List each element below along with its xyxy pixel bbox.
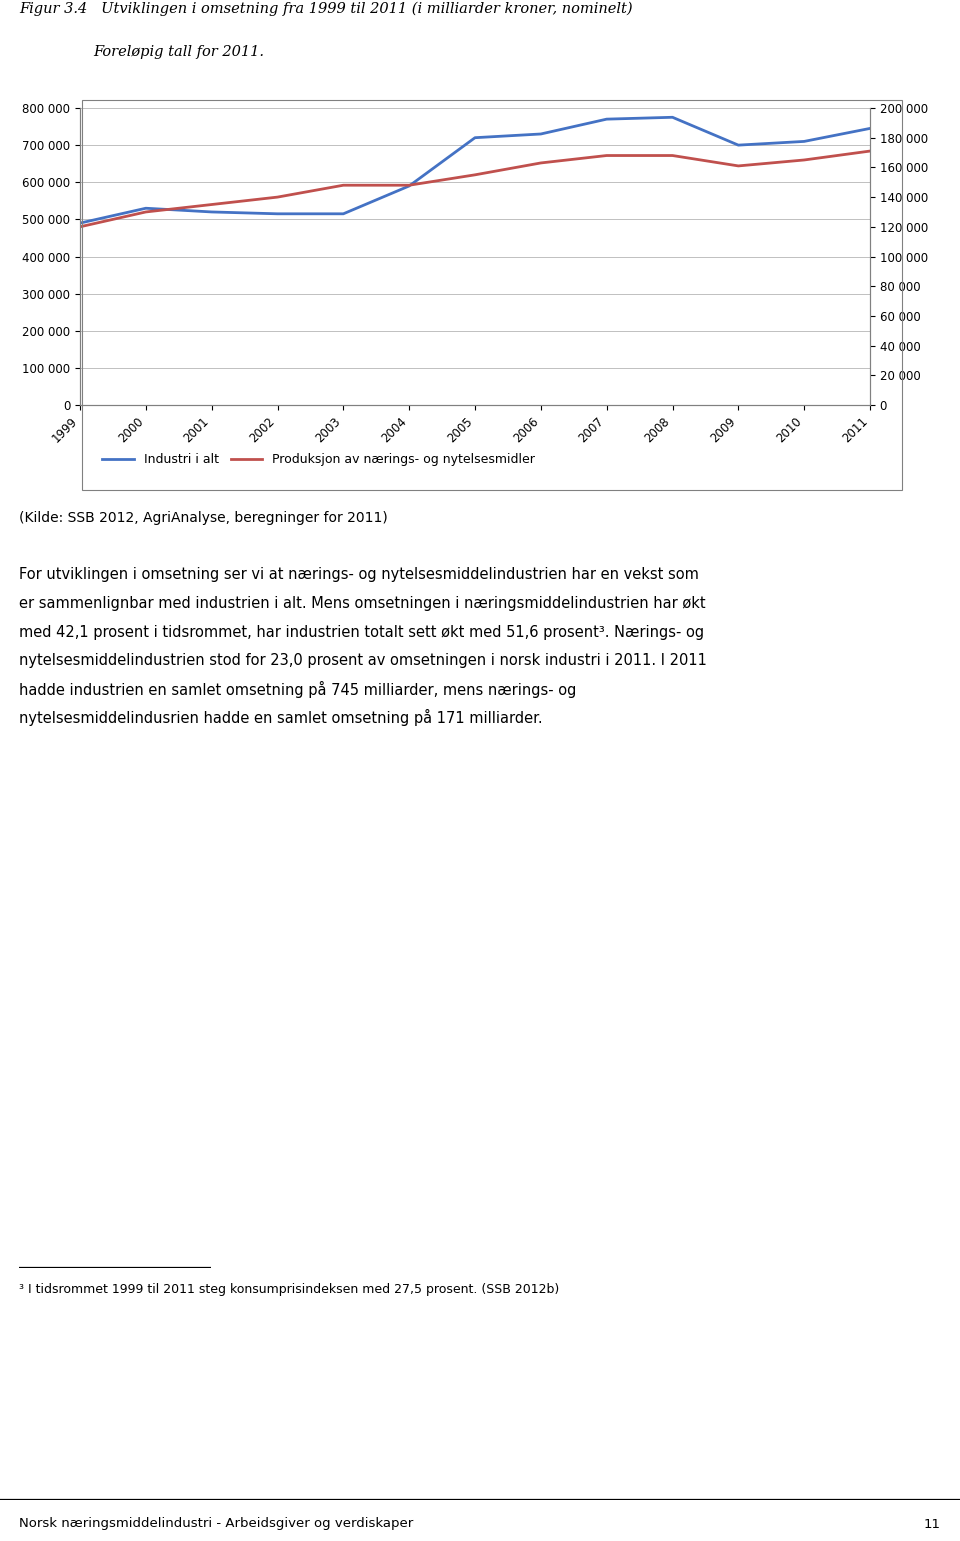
Text: Figur 3.4   Utviklingen i omsetning fra 1999 til 2011 (i milliarder kroner, nomi: Figur 3.4 Utviklingen i omsetning fra 19…	[19, 2, 633, 17]
Text: For utviklingen i omsetning ser vi at nærings- og nytelsesmiddelindustrien har e: For utviklingen i omsetning ser vi at næ…	[19, 567, 699, 582]
Text: med 42,1 prosent i tidsrommet, har industrien totalt sett økt med 51,6 prosent³.: med 42,1 prosent i tidsrommet, har indus…	[19, 624, 705, 640]
Text: ³ I tidsrommet 1999 til 2011 steg konsumprisindeksen med 27,5 prosent. (SSB 2012: ³ I tidsrommet 1999 til 2011 steg konsum…	[19, 1282, 560, 1296]
Text: nytelsesmiddelindusrien hadde en samlet omsetning på 171 milliarder.: nytelsesmiddelindusrien hadde en samlet …	[19, 709, 542, 726]
Legend: Industri i alt, Produksjon av nærings- og nytelsesmidler: Industri i alt, Produksjon av nærings- o…	[98, 448, 540, 472]
Text: Norsk næringsmiddelindustri - Arbeidsgiver og verdiskaper: Norsk næringsmiddelindustri - Arbeidsgiv…	[19, 1518, 414, 1530]
Text: (Kilde: SSB 2012, AgriAnalyse, beregninger for 2011): (Kilde: SSB 2012, AgriAnalyse, beregning…	[19, 512, 388, 525]
Text: Foreløpig tall for 2011.: Foreløpig tall for 2011.	[93, 45, 264, 59]
Text: nytelsesmiddelindustrien stod for 23,0 prosent av omsetningen i norsk industri i: nytelsesmiddelindustrien stod for 23,0 p…	[19, 653, 708, 667]
Text: hadde industrien en samlet omsetning på 745 milliarder, mens nærings- og: hadde industrien en samlet omsetning på …	[19, 681, 577, 698]
Text: 11: 11	[924, 1518, 941, 1530]
Text: er sammenlignbar med industrien i alt. Mens omsetningen i næringsmiddelindustrie: er sammenlignbar med industrien i alt. M…	[19, 596, 706, 610]
